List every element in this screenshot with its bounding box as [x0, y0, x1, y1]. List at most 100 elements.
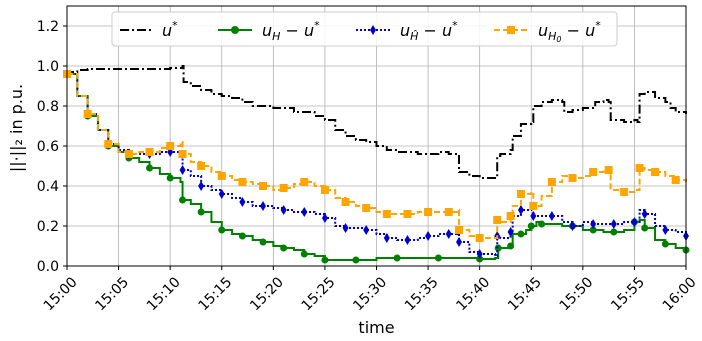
series-uh0-point — [604, 166, 613, 174]
series-line-uhhat — [67, 73, 687, 257]
x-tick-label: 15:30 — [350, 274, 390, 314]
series-uh0-point — [568, 174, 577, 182]
series-ustar — [67, 65, 687, 179]
series-uh0-point — [506, 212, 515, 220]
series-uh0-point — [475, 234, 484, 242]
series-uh-point — [494, 244, 502, 252]
series-uhhat-point — [218, 189, 225, 199]
series-uh0-point — [300, 178, 309, 186]
grid-lines — [66, 6, 687, 267]
series-uh0-point — [362, 204, 371, 212]
legend-item-uh0: uH0 − u* — [494, 19, 601, 44]
x-axis-ticks: 15:00 15:05 15:10 15:15 15:20 15:25 15:30 15:35… — [41, 266, 700, 314]
series-uh0-point — [178, 150, 187, 158]
series-uhhat-point — [569, 221, 576, 231]
y-tick-label: 1.2 — [37, 19, 59, 35]
series-uhhat-point — [476, 249, 483, 259]
series-uh-point — [507, 242, 515, 250]
series-uh0-point — [145, 148, 154, 156]
series-uhhat-point — [260, 201, 267, 211]
series-uh-point — [352, 256, 360, 264]
series-uh-point — [641, 224, 649, 232]
series-uh0-point — [516, 190, 525, 198]
series-uh-point — [589, 226, 597, 234]
series-uh0 — [63, 70, 687, 242]
series-uhhat-point — [404, 235, 411, 245]
series-uh0-point — [341, 198, 350, 206]
series-uh-point — [538, 220, 546, 228]
series-uh0-point — [455, 226, 464, 234]
series-uh0-point — [382, 210, 391, 218]
x-tick-label: 15:45 — [505, 274, 545, 314]
y-tick-label: 0.0 — [37, 259, 59, 275]
series-uh0-point — [444, 208, 453, 216]
y-tick-label: 0.2 — [37, 219, 59, 235]
series-uhhat-point — [631, 217, 638, 227]
series-uhhat-point — [641, 209, 648, 219]
series-uhhat-point — [383, 233, 390, 243]
series-uh0-point — [651, 168, 660, 176]
series-uh-point — [527, 222, 535, 230]
series-uh-point — [661, 240, 669, 248]
series-uh-point — [517, 230, 525, 238]
series-uh-point — [434, 254, 442, 262]
series-uh0-point — [197, 162, 206, 170]
series-uhhat-point — [239, 197, 246, 207]
x-tick-label: 15:10 — [144, 274, 184, 314]
series-uhhat-point — [280, 205, 287, 215]
series-uhhat-point — [321, 213, 328, 223]
series-uh-point — [197, 208, 205, 216]
legend-marker-uhhat — [370, 25, 376, 35]
series-uhhat-point — [590, 219, 597, 229]
legend-item-uhhat: uĤ − u* — [356, 19, 458, 43]
series-uh0-point — [259, 182, 268, 190]
x-tick-label: 15:00 — [41, 274, 81, 314]
y-tick-label: 0.4 — [37, 179, 59, 195]
series-uhhat-point — [301, 207, 308, 217]
series-uh0-point — [547, 178, 556, 186]
series-uh0-point — [403, 210, 412, 218]
series-uh0-point — [166, 142, 175, 150]
series-uhhat-point — [517, 205, 524, 215]
series-uh0-point — [83, 110, 92, 118]
series-uh0-point — [529, 202, 538, 210]
series-uh0-point — [493, 216, 502, 224]
x-tick-label: 15:25 — [299, 274, 339, 314]
series-uhhat-point — [425, 231, 432, 241]
series-uhhat-point — [179, 165, 186, 175]
series-uh0-point — [217, 172, 226, 180]
x-tick-label: 15:15 — [196, 274, 236, 314]
legend-marker-uh — [231, 26, 239, 34]
series-uh0-point — [104, 140, 113, 148]
legend-label-uhhat: uĤ − u* — [400, 19, 458, 43]
x-tick-label: 15:50 — [557, 274, 597, 314]
series-uh-point — [146, 164, 154, 172]
y-tick-label: 0.8 — [37, 99, 59, 115]
legend: u* uH − u* uĤ − u* uH0 − u* — [111, 11, 618, 47]
legend-marker-uh0 — [507, 26, 515, 34]
series-uh-point — [179, 196, 187, 204]
series-uhhat-point — [610, 219, 617, 229]
y-axis-ticks: 0.0 0.2 0.4 0.6 0.8 1.0 1.2 — [37, 19, 67, 275]
legend-label-uh: uH − u* — [262, 19, 320, 43]
legend-item-uh: uH − u* — [218, 19, 320, 43]
series-uh-point — [259, 238, 267, 246]
y-axis-label: ||·||₂ in p.u. — [7, 84, 26, 172]
series-uh0-point — [279, 184, 288, 192]
series-uh-point — [321, 256, 329, 264]
x-tick-label: 15:40 — [453, 274, 493, 314]
series-uh0-point — [124, 150, 133, 158]
legend-item-ustar: u* — [120, 19, 178, 40]
y-tick-label: 0.6 — [37, 139, 59, 155]
series-uh-point — [300, 250, 308, 258]
series-uhhat-point — [662, 225, 669, 235]
x-axis-label: time — [358, 318, 394, 337]
series-uh0-point — [635, 164, 644, 172]
series-uhhat-point — [548, 211, 555, 221]
series-uh-point — [610, 228, 618, 236]
series-uh-point — [393, 254, 401, 262]
series-uh0-point — [424, 208, 433, 216]
y-tick-label: 1.0 — [37, 59, 59, 75]
x-tick-label: 15:05 — [92, 274, 132, 314]
